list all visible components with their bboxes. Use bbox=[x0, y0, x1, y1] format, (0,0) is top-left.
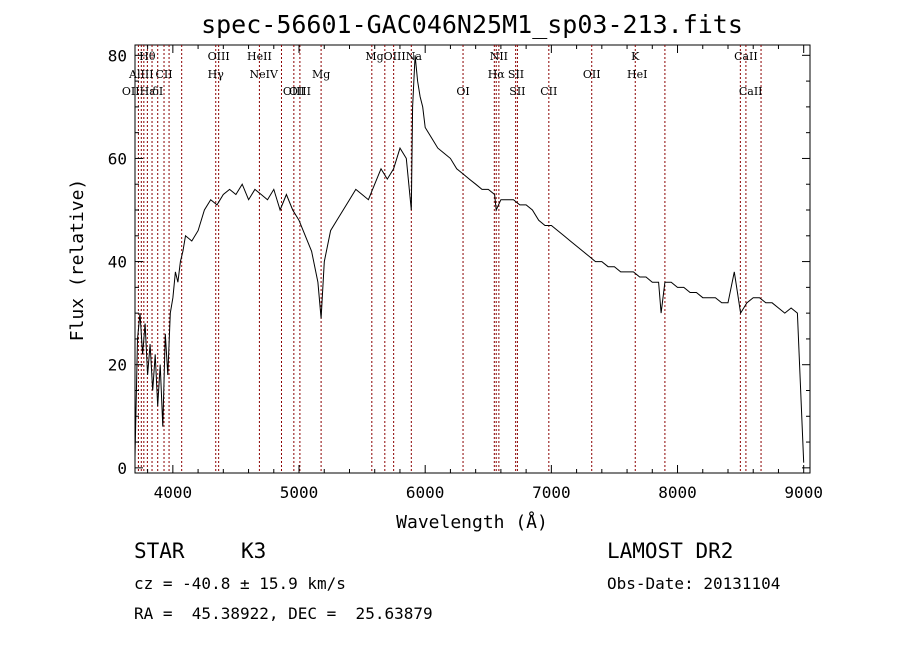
emission-line-label: Hγ bbox=[208, 68, 225, 81]
y-axis-ticks: 0 20 40 60 80 bbox=[108, 46, 810, 478]
y-tick-label: 20 bbox=[108, 356, 127, 375]
emission-line-label: δI bbox=[152, 85, 163, 98]
emission-line-label: CII bbox=[155, 68, 172, 81]
x-axis-label: Wavelength (Å) bbox=[396, 511, 548, 533]
object-subclass: K3 bbox=[241, 539, 267, 563]
emission-line-label: OIII bbox=[289, 85, 311, 98]
x-axis-ticks: 4000 5000 6000 7000 8000 9000 bbox=[147, 45, 823, 502]
object-class: STAR bbox=[134, 539, 185, 563]
survey-name: LAMOST DR2 bbox=[607, 539, 734, 563]
emission-line-label: OIIHε bbox=[122, 85, 155, 98]
emission-line-label: CaII bbox=[734, 50, 758, 63]
y-tick-label: 40 bbox=[108, 253, 127, 272]
x-tick-label: 4000 bbox=[154, 483, 193, 502]
emission-line-label: HeII bbox=[247, 50, 272, 63]
emission-line-label: SII bbox=[509, 85, 525, 98]
emission-line-label: CII bbox=[540, 85, 557, 98]
chart-title: spec-56601-GAC046N25M1_sp03-213.fits bbox=[201, 10, 743, 39]
emission-line-label: AlIII bbox=[128, 68, 154, 81]
emission-line-label: NeIV bbox=[249, 68, 278, 81]
emission-line-label: Hθ bbox=[139, 50, 156, 63]
spectrum-line bbox=[134, 55, 805, 463]
emission-line-label: OII bbox=[583, 68, 601, 81]
emission-line-label: NII bbox=[490, 50, 508, 63]
coords-text: RA = 45.38922, DEC = 25.63879 bbox=[134, 604, 433, 623]
plot-frame bbox=[134, 44, 811, 474]
x-tick-label: 6000 bbox=[406, 483, 445, 502]
emission-line-label: SII bbox=[508, 68, 524, 81]
redshift-text: cz = -40.8 ± 15.9 km/s bbox=[134, 574, 346, 593]
emission-line-label: Mg bbox=[312, 68, 330, 81]
emission-line-label: OIII bbox=[283, 85, 305, 98]
emission-line-label: OIII bbox=[208, 50, 230, 63]
y-axis-label: Flux (relative) bbox=[67, 179, 88, 342]
x-tick-label: 7000 bbox=[532, 483, 571, 502]
emission-line-label: HeI bbox=[627, 68, 647, 81]
y-tick-label: 60 bbox=[108, 149, 127, 168]
emission-line-label: MgOIIINa bbox=[365, 50, 422, 63]
y-tick-label: 0 bbox=[117, 459, 127, 478]
emission-line-label: Hα bbox=[488, 68, 506, 81]
x-tick-label: 8000 bbox=[658, 483, 697, 502]
obs-date-text: Obs-Date: 20131104 bbox=[607, 574, 781, 593]
emission-line-label: OI bbox=[456, 85, 469, 98]
emission-line-markers bbox=[137, 45, 762, 473]
y-tick-label: 80 bbox=[108, 46, 127, 65]
x-tick-label: 5000 bbox=[280, 483, 319, 502]
emission-line-label: K bbox=[631, 50, 640, 63]
x-tick-label: 9000 bbox=[784, 483, 823, 502]
emission-line-label: CaII bbox=[739, 85, 763, 98]
